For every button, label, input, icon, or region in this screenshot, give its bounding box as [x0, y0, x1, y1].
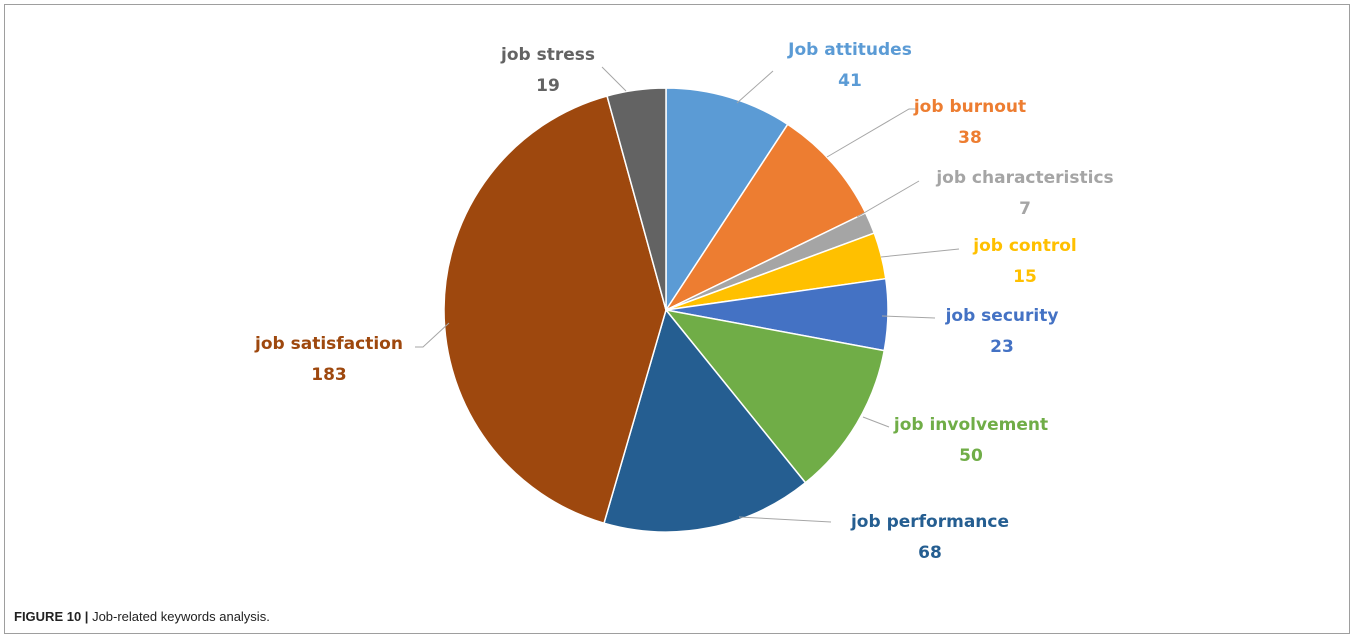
pie-slice-job-attitudes [665, 87, 789, 313]
pie-slice-job-satisfaction [443, 95, 667, 525]
leader-line-job-characteristics [856, 180, 920, 218]
slice-value-job-attitudes: 41 [838, 71, 862, 91]
leader-line-job-attitudes [736, 70, 774, 104]
figure-caption: FIGURE 10 | Job-related keywords analysi… [14, 609, 270, 624]
slice-label-job-security: job security [945, 306, 1059, 326]
slice-value-job-security: 23 [990, 337, 1014, 357]
leader-line-job-involvement [862, 416, 890, 428]
pie-slices [443, 87, 889, 533]
slice-label-job-attitudes: Job attitudes [787, 40, 912, 60]
leader-line-job-satisfaction [415, 322, 450, 348]
leader-line-job-control [880, 248, 960, 258]
slice-value-job-performance: 68 [918, 543, 942, 563]
slice-label-job-burnout: job burnout [913, 97, 1026, 117]
figure-caption-text: Job-related keywords analysis. [92, 609, 270, 624]
slice-value-job-control: 15 [1013, 267, 1037, 287]
figure-frame: Job attitudes 41 job burnout 38 job characte… [4, 4, 1350, 634]
slice-label-job-satisfaction: job satisfaction [254, 334, 403, 354]
pie-slice-job-involvement [664, 308, 886, 484]
slice-label-job-performance: job performance [850, 512, 1009, 532]
leader-lines [415, 66, 960, 523]
slice-value-job-satisfaction: 183 [311, 365, 347, 385]
leader-line-job-burnout [826, 108, 917, 158]
pie-slice-job-burnout [663, 123, 867, 312]
leader-line-job-security [881, 315, 936, 319]
slice-value-job-characteristics: 7 [1019, 199, 1031, 219]
pie-slice-job-performance [603, 308, 807, 533]
figure-number: FIGURE 10 | [14, 609, 89, 624]
slice-value-job-involvement: 50 [959, 446, 983, 466]
pie-slice-job-stress [606, 87, 667, 311]
slice-labels: Job attitudes 41 job burnout 38 job characte… [254, 40, 1114, 563]
pie-chart: Job attitudes 41 job burnout 38 job characte… [254, 40, 1114, 563]
slice-value-job-stress: 19 [536, 76, 560, 96]
slice-label-job-characteristics: job characteristics [935, 168, 1113, 188]
slice-label-job-involvement: job involvement [893, 415, 1048, 435]
leader-line-job-performance [738, 516, 832, 523]
slice-label-job-control: job control [972, 236, 1076, 256]
slice-label-job-stress: job stress [500, 45, 595, 65]
slice-value-job-burnout: 38 [958, 128, 982, 148]
leader-line-job-stress [601, 66, 627, 92]
